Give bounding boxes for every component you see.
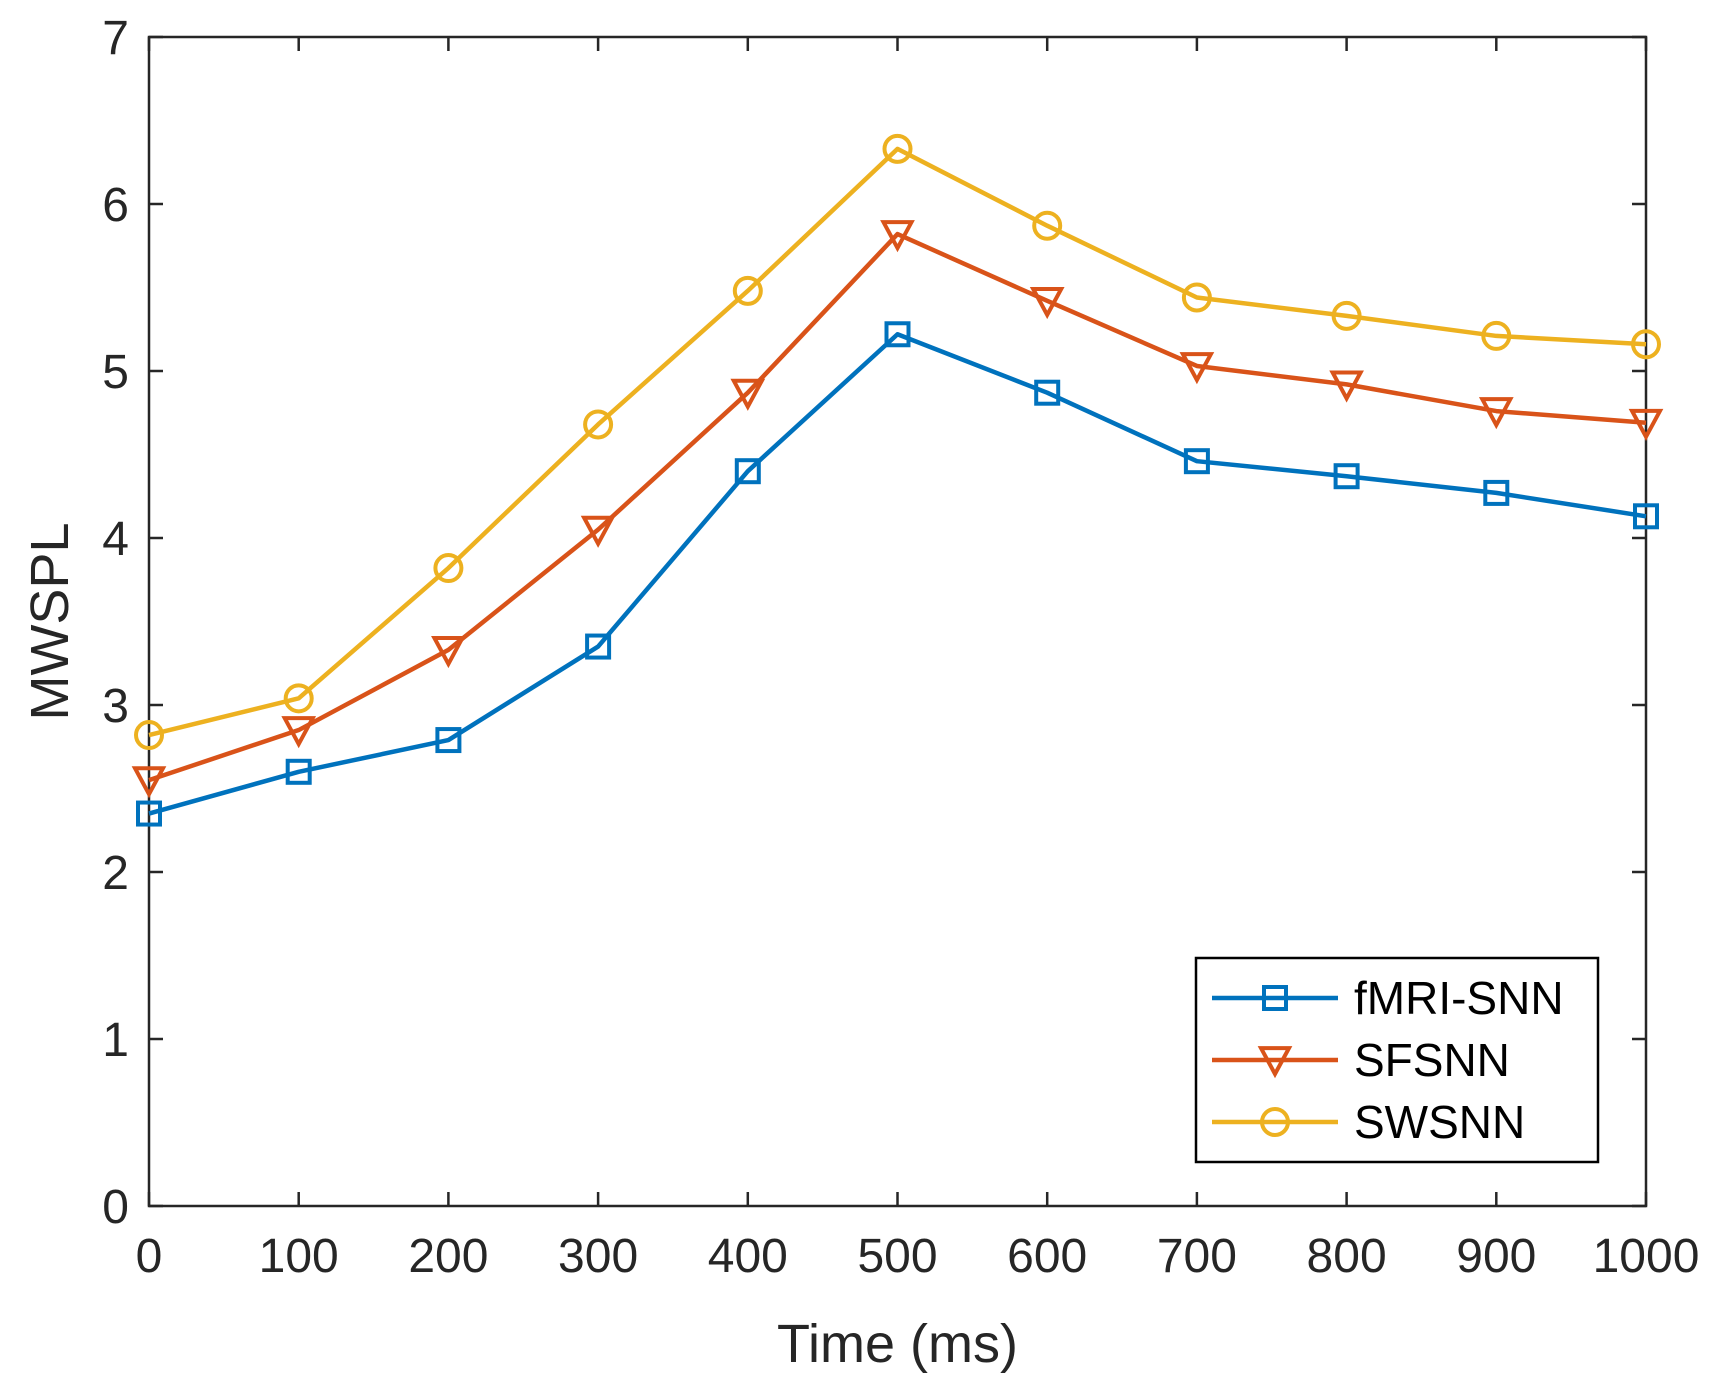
series-sfsnn xyxy=(131,220,1664,799)
series-line-sfsnn xyxy=(148,231,1647,783)
x-tick-label: 800 xyxy=(1307,1230,1387,1283)
data-point-swsnn xyxy=(1181,282,1212,313)
series-swsnn xyxy=(134,133,1661,751)
y-axis-label: MWSPL xyxy=(20,522,80,720)
series-line-fmri-snn xyxy=(148,332,1647,816)
x-tick-label: 600 xyxy=(1007,1230,1087,1283)
x-tick-label: 300 xyxy=(558,1230,638,1283)
data-point-fmri-snn xyxy=(136,800,162,827)
data-point-sfsnn xyxy=(1179,352,1215,385)
x-tick-label: 700 xyxy=(1157,1230,1237,1283)
data-point-swsnn xyxy=(1032,210,1063,241)
data-point-fmri-snn xyxy=(734,458,761,485)
legend-label-sfsnn: SFSNN xyxy=(1354,1034,1510,1086)
y-tick-label: 3 xyxy=(102,680,129,733)
legend-entry-sfsnn: SFSNN xyxy=(1212,1034,1510,1086)
y-tick-label: 4 xyxy=(102,513,129,566)
data-point-sfsnn xyxy=(1329,370,1364,403)
data-point-swsnn xyxy=(433,553,464,584)
x-axis-label: Time (ms) xyxy=(777,1314,1018,1374)
data-point-fmri-snn xyxy=(1333,463,1360,490)
data-point-fmri-snn xyxy=(285,758,312,785)
y-tick-label: 0 xyxy=(102,1181,129,1234)
y-tick-label: 5 xyxy=(102,346,129,399)
data-point-fmri-snn xyxy=(1034,379,1061,406)
series-line-swsnn xyxy=(148,146,1647,738)
data-point-sfsnn xyxy=(1478,397,1514,430)
legend-label-fmri-snn: fMRI-SNN xyxy=(1354,972,1564,1024)
plot-area xyxy=(131,133,1664,827)
y-tick-label: 2 xyxy=(102,847,129,900)
legend-marker-sfsnn xyxy=(1257,1046,1293,1079)
data-point-swsnn xyxy=(732,275,763,306)
data-point-sfsnn xyxy=(281,716,317,749)
x-tick-label: 400 xyxy=(708,1230,788,1283)
data-point-fmri-snn xyxy=(435,727,462,754)
data-point-sfsnn xyxy=(580,515,616,548)
y-tick-label: 1 xyxy=(102,1014,129,1067)
data-point-sfsnn xyxy=(1628,408,1664,441)
data-point-swsnn xyxy=(1331,300,1362,331)
data-point-sfsnn xyxy=(431,635,466,669)
data-point-fmri-snn xyxy=(1483,479,1510,506)
x-tick-label: 100 xyxy=(259,1230,339,1283)
legend-entry-swsnn: SWSNN xyxy=(1212,1096,1525,1148)
legend-label-swsnn: SWSNN xyxy=(1354,1096,1525,1148)
data-point-swsnn xyxy=(283,683,314,714)
x-tick-label: 1000 xyxy=(1593,1230,1700,1283)
data-point-fmri-snn xyxy=(884,321,911,348)
data-point-fmri-snn xyxy=(1183,448,1210,475)
data-point-sfsnn xyxy=(880,220,915,253)
data-point-swsnn xyxy=(583,409,614,440)
legend-entry-fmri-snn: fMRI-SNN xyxy=(1212,972,1564,1024)
x-tick-label: 0 xyxy=(136,1230,163,1283)
data-point-swsnn xyxy=(1631,329,1661,360)
data-point-sfsnn xyxy=(1029,286,1065,320)
series-fmri-snn xyxy=(136,321,1659,827)
data-point-sfsnn xyxy=(730,378,766,411)
legend: fMRI-SNN SFSNN SWSNN xyxy=(1194,956,1600,1164)
data-point-swsnn xyxy=(134,720,164,751)
data-point-fmri-snn xyxy=(1633,503,1659,530)
axes: 0 100 200 300 400 500 600 700 800 900 1000 0 1 2 3 4 5 6 7 xyxy=(102,12,1699,1283)
data-point-fmri-snn xyxy=(585,633,612,660)
y-tick-label: 7 xyxy=(102,12,129,65)
legend-marker-swsnn xyxy=(1260,1107,1290,1137)
y-tick-label: 6 xyxy=(102,179,129,232)
x-tick-label: 500 xyxy=(857,1230,937,1283)
data-point-swsnn xyxy=(882,133,913,164)
x-tick-label: 900 xyxy=(1456,1230,1536,1283)
data-point-swsnn xyxy=(1481,320,1512,351)
data-point-sfsnn xyxy=(131,766,167,799)
x-tick-label: 200 xyxy=(408,1230,488,1283)
legend-marker-fmri-snn xyxy=(1262,985,1288,1011)
